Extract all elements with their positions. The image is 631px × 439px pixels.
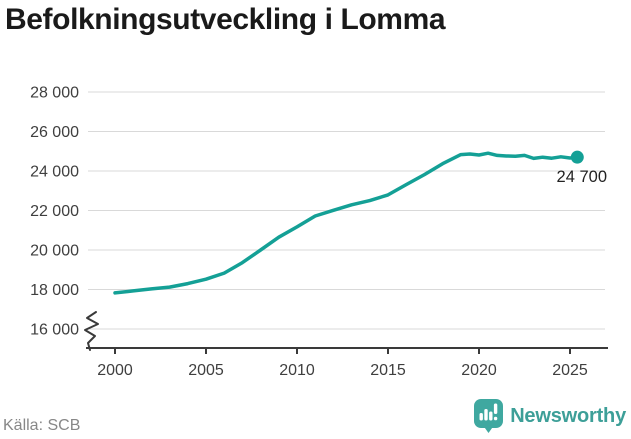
source-note: Källa: SCB: [3, 417, 81, 434]
y-axis-label: 18 000: [30, 282, 79, 299]
x-axis-label: 2020: [461, 362, 497, 379]
newsworthy-wordmark: Newsworthy: [510, 404, 626, 427]
y-axis-label: 20 000: [30, 243, 79, 260]
newsworthy-logo[interactable]: Newsworthy: [474, 399, 626, 433]
population-line: [113, 151, 580, 295]
y-axis-label: 28 000: [30, 85, 79, 102]
y-axis-label: 24 000: [30, 164, 79, 181]
icon-shapes: [474, 399, 504, 433]
y-axis-label: 16 000: [30, 322, 79, 339]
y-axis-label: 26 000: [30, 124, 79, 141]
x-axis-label: 2025: [552, 362, 588, 379]
x-axis-label: 2000: [97, 362, 133, 379]
chart-title: Befolkningsutveckling i Lomma: [5, 3, 446, 36]
y-axis-label: 22 000: [30, 203, 79, 220]
axis-break-icon: [84, 311, 99, 351]
end-point-dot: [570, 150, 584, 164]
end-value-label: 24 700: [557, 168, 607, 186]
x-axis-label: 2015: [370, 362, 406, 379]
x-axis-label: 2010: [279, 362, 315, 379]
x-axis-label: 2005: [188, 362, 224, 379]
newsworthy-bar-chart-bubble-icon: [474, 399, 504, 433]
